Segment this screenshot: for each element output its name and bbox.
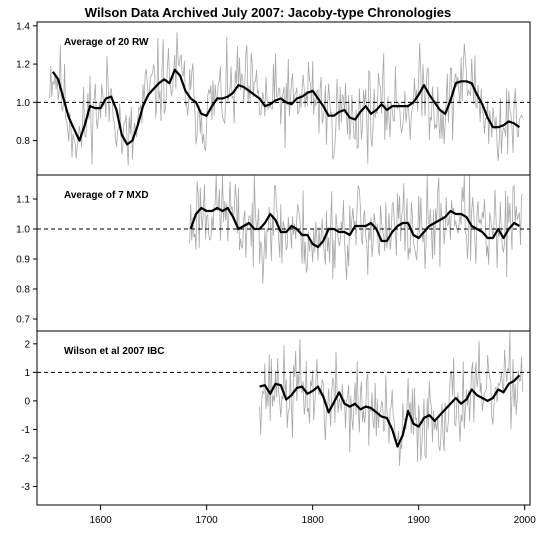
x-tick-label-0: 1600 xyxy=(89,515,112,526)
y-tick-label-3-0: -3 xyxy=(21,482,30,493)
y-tick-label-1-2: 1.2 xyxy=(16,60,30,71)
y-tick-label-2-3: 1.0 xyxy=(16,225,30,236)
panel-label-3: Wilson et al 2007 IBC xyxy=(64,346,165,357)
raw-series-1 xyxy=(49,32,523,166)
panel-label-2: Average of 7 MXD xyxy=(64,190,149,201)
raw-series-3 xyxy=(259,331,523,466)
y-tick-label-2-4: 1.1 xyxy=(16,195,30,206)
smooth-series-2 xyxy=(189,206,520,249)
x-tick-label-3: 1900 xyxy=(408,515,431,526)
y-tick-label-3-5: 2 xyxy=(24,339,30,350)
y-tick-label-2-1: 0.8 xyxy=(16,285,30,296)
y-tick-label-1-0: 0.8 xyxy=(16,136,30,147)
y-tick-label-2-2: 0.9 xyxy=(16,255,30,266)
smooth-series-3 xyxy=(259,374,521,448)
y-tick-label-3-3: 0 xyxy=(24,396,30,407)
x-tick-label-1: 1700 xyxy=(196,515,219,526)
x-tick-label-4: 2000 xyxy=(514,515,537,526)
y-tick-label-2-0: 0.7 xyxy=(16,315,30,326)
raw-series-2 xyxy=(189,175,523,284)
chart-title: Wilson Data Archived July 2007: Jacoby-t… xyxy=(85,5,451,20)
y-tick-label-3-4: 1 xyxy=(24,368,30,379)
y-tick-label-1-1: 1.0 xyxy=(16,98,30,109)
x-tick-label-2: 1800 xyxy=(302,515,325,526)
y-tick-label-3-2: -1 xyxy=(21,425,30,436)
smooth-series-1 xyxy=(51,68,521,146)
panel-label-1: Average of 20 RW xyxy=(64,37,149,48)
y-tick-label-1-3: 1.4 xyxy=(16,21,30,32)
panel-frame-3 xyxy=(36,330,531,506)
y-tick-label-3-1: -2 xyxy=(21,453,30,464)
